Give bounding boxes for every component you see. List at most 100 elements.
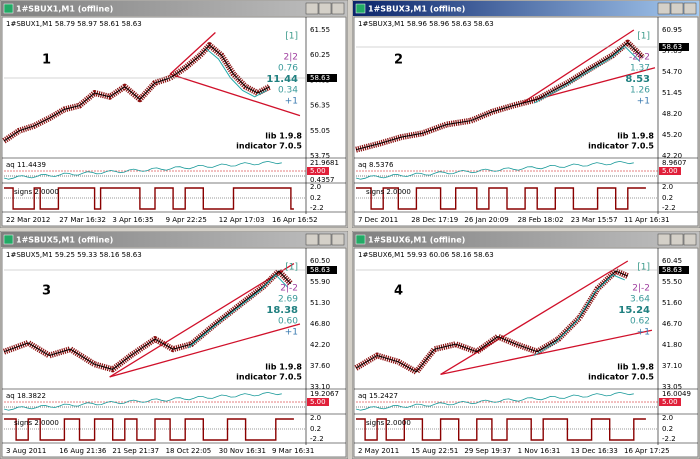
indicator-value: [1] (285, 32, 298, 42)
window-title: 1#SBUX6,M1 (offline) (368, 236, 465, 245)
indicator-value: 18.38 (266, 305, 298, 316)
chart-window[interactable]: 1#SBUX1,M1 (offline) 1#SBUX1,M1 58.79 58.… (0, 0, 348, 228)
price-line (355, 270, 628, 373)
aq-line (355, 160, 634, 180)
aq-level-label: 5.00 (310, 398, 326, 406)
indicator-value: 11.44 (266, 74, 298, 85)
chart-window[interactable]: 1#SBUX3,M1 (offline) 1#SBUX3,M1 58.96 58.… (352, 0, 700, 228)
current-price: 58.63 (310, 266, 330, 274)
indicator-value: 0.34 (278, 86, 298, 96)
window-button[interactable] (305, 233, 319, 246)
aq-tick: 0.4357 (310, 176, 335, 184)
indicator-version: indicator 7.0.5 (588, 142, 654, 151)
aq-level-label: 5.00 (662, 398, 678, 406)
aq-name: aq 18.3822 (6, 392, 46, 400)
title-bar[interactable] (353, 232, 699, 247)
signs-tick: 0.2 (310, 425, 321, 433)
chart-number: 1 (42, 53, 51, 68)
indicator-value: 3.64 (630, 295, 650, 305)
date-tick: 21 Sep 21:37 (112, 447, 159, 455)
title-bar[interactable] (1, 232, 347, 247)
indicator-value: +1 (637, 97, 650, 107)
aq-name: aq 11.4439 (6, 161, 46, 169)
lib-version: lib 1.9.8 (617, 363, 654, 372)
date-tick: 3 Apr 16:35 (112, 216, 153, 224)
indicator-version: indicator 7.0.5 (588, 373, 654, 382)
date-tick: 2 May 2011 (358, 447, 399, 455)
date-tick: 11 Apr 16:31 (624, 216, 670, 224)
trend-line (521, 29, 635, 104)
window-title: 1#SBUX3,M1 (offline) (368, 5, 465, 14)
chart-number: 2 (394, 53, 403, 68)
chart-header: 1#SBUX6,M1 59.93 60.06 58.16 58.63 (358, 251, 494, 259)
signs-name: signs 2.0000 (14, 188, 59, 196)
aq-name: aq 8.5376 (358, 161, 394, 169)
window-button[interactable] (657, 233, 671, 246)
title-bar[interactable] (353, 1, 699, 16)
indicator-value: 1.37 (630, 64, 650, 74)
trend-line (169, 32, 216, 75)
price-tick: 51.30 (310, 299, 330, 307)
window-button[interactable] (331, 233, 345, 246)
window-title: 1#SBUX1,M1 (offline) (16, 5, 113, 14)
signs-name: signs 2.0000 (366, 419, 411, 427)
chart-header: 1#SBUX1,M1 58.79 58.97 58.61 58.63 (6, 20, 142, 28)
signs-name: signs 2.0000 (366, 188, 411, 196)
trend-line (169, 73, 301, 117)
aq-level-box (307, 398, 329, 406)
chart-window[interactable]: 1#SBUX6,M1 (offline) 1#SBUX6,M1 59.93 60.… (352, 231, 700, 459)
date-tick: 18 Oct 22:05 (166, 447, 212, 455)
window-title: 1#SBUX5,M1 (offline) (16, 236, 113, 245)
title-bar[interactable] (1, 1, 347, 16)
window-button[interactable] (331, 2, 345, 15)
chart-window[interactable]: 1#SBUX5,M1 (offline) 1#SBUX5,M1 59.25 59.… (0, 231, 348, 459)
date-tick: 28 Feb 18:02 (518, 216, 564, 224)
ma-line (206, 48, 267, 98)
window-button[interactable] (305, 2, 319, 15)
window-button[interactable] (670, 2, 684, 15)
window-icon (3, 3, 14, 14)
indicator-value: -2|-2 (629, 53, 650, 63)
signs-tick: 2.0 (310, 183, 321, 191)
indicator-value: 2|-2 (280, 284, 298, 294)
price-tick: 60.95 (662, 26, 682, 34)
indicator-value: 0.62 (630, 317, 650, 327)
signs-tick: 2.0 (662, 183, 673, 191)
date-tick: 3 Aug 2011 (6, 447, 46, 455)
window-button[interactable] (657, 2, 671, 15)
price-tick: 45.20 (662, 131, 682, 139)
window-button[interactable] (683, 233, 697, 246)
chart-number: 4 (394, 284, 403, 299)
signs-tick: -2.2 (310, 204, 324, 212)
price-tick: 37.60 (310, 362, 330, 370)
price-line (3, 44, 271, 142)
aq-tick: 21.9681 (310, 159, 339, 167)
price-tick: 46.70 (662, 320, 682, 328)
date-tick: 13 Dec 16:33 (571, 447, 618, 455)
ma-line (533, 45, 641, 104)
signs-tick: 0.2 (662, 425, 673, 433)
trend-line (440, 260, 629, 375)
signs-tick: 2.0 (662, 414, 673, 422)
window-button[interactable] (683, 2, 697, 15)
chart-header: 1#SBUX3,M1 58.96 58.96 58.63 58.63 (358, 20, 494, 28)
indicator-value: 0.60 (278, 317, 298, 327)
window-button[interactable] (670, 233, 684, 246)
window-icon (3, 234, 14, 245)
window-icon (355, 234, 366, 245)
price-tick: 51.60 (662, 299, 682, 307)
trend-line (109, 323, 301, 378)
indicator-version: indicator 7.0.5 (236, 373, 302, 382)
aq-line (355, 391, 634, 411)
lib-version: lib 1.9.8 (265, 132, 302, 141)
window-icon (355, 3, 366, 14)
ma-line (533, 274, 625, 356)
price-tick: 42.20 (310, 341, 330, 349)
signs-tick: 0.2 (662, 194, 673, 202)
date-tick: 15 Aug 22:51 (411, 447, 458, 455)
indicator-value: [1] (637, 263, 650, 273)
window-button[interactable] (318, 233, 332, 246)
aq-tick: 16.0049 (662, 390, 691, 398)
window-button[interactable] (318, 2, 332, 15)
